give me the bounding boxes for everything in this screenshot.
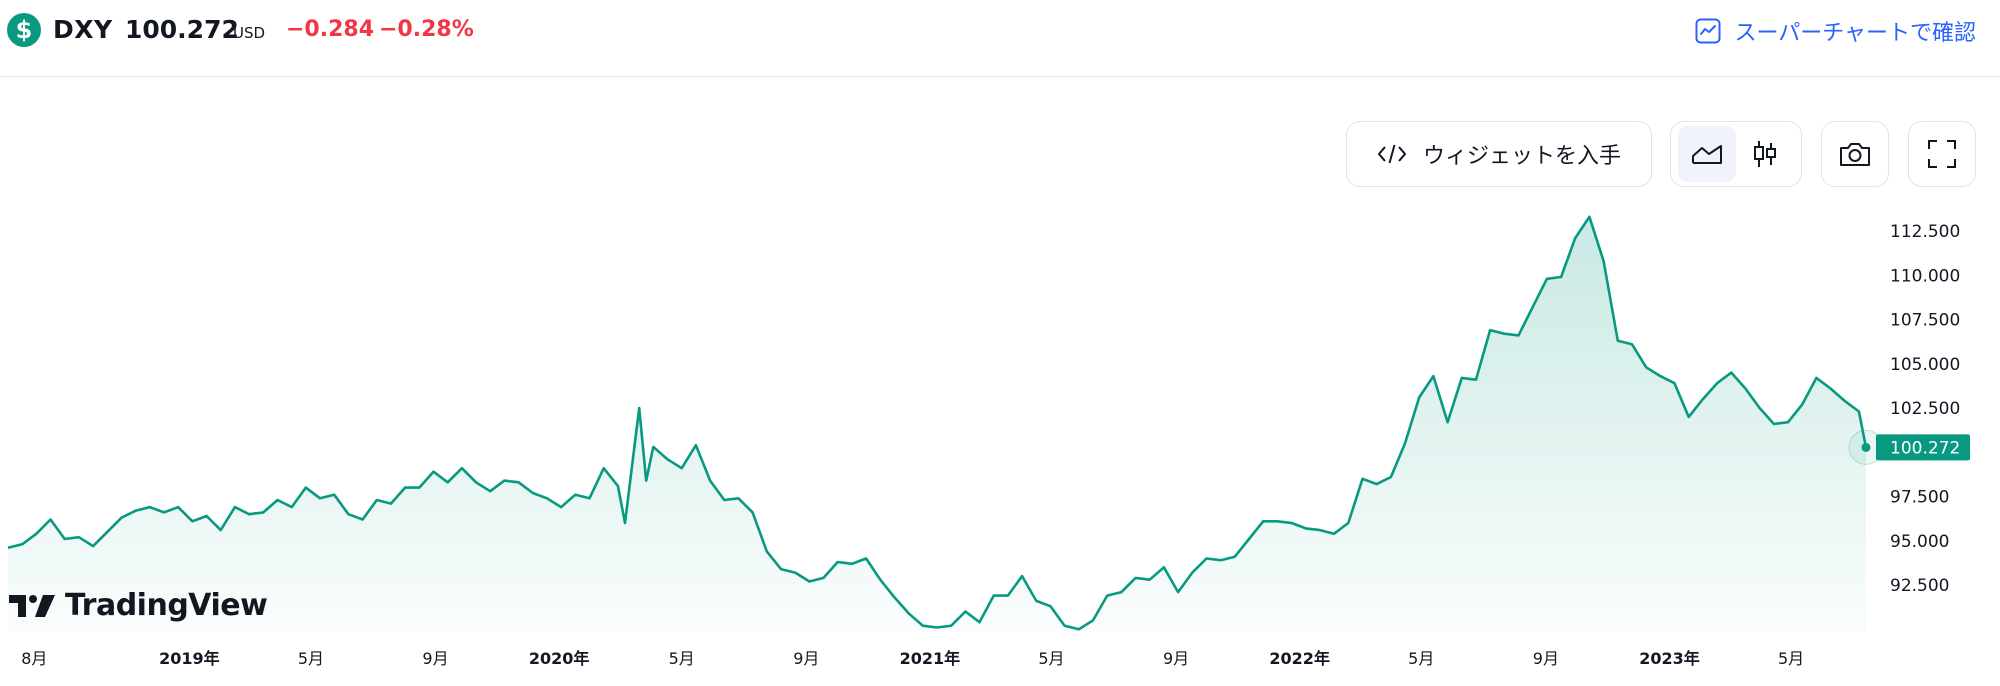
get-widget-button[interactable]: ウィジェットを入手 (1346, 121, 1652, 187)
tradingview-logo-icon (9, 594, 55, 617)
x-tick-label: 2020年 (529, 649, 590, 668)
y-tick-label: 102.500 (1890, 399, 1960, 419)
x-tick-label: 9月 (1163, 649, 1189, 668)
x-tick-label: 2021年 (900, 649, 961, 668)
x-tick-label: 8月 (21, 649, 47, 668)
y-tick-label: 107.500 (1890, 311, 1960, 331)
x-tick-label: 5月 (1778, 649, 1804, 668)
x-axis: 8月 2019年 5月 9月 2020年 5月 9月 2021年 5月 9月 2022年 5月 9月 20… (21, 649, 1804, 668)
y-tick-label: 97.500 (1890, 488, 1949, 508)
y-tick-label: 110.000 (1890, 266, 1960, 286)
x-tick-label: 2022年 (1269, 649, 1330, 668)
x-tick-label: 5月 (1038, 649, 1064, 668)
get-widget-label: ウィジェットを入手 (1422, 144, 1621, 169)
currency-label: USD (233, 24, 266, 42)
camera-icon (1840, 143, 1870, 166)
code-icon (1377, 144, 1407, 164)
y-tick-label: 92.500 (1890, 576, 1949, 596)
area-chart-button[interactable] (1678, 126, 1736, 182)
candles-icon (1754, 141, 1776, 167)
open-supercharts-link[interactable]: スーパーチャートで確認 (1695, 16, 1976, 46)
x-tick-label: 5月 (298, 649, 324, 668)
fullscreen-icon (1928, 140, 1956, 168)
candles-chart-button[interactable] (1736, 126, 1794, 182)
tradingview-wordmark: TradingView (65, 588, 268, 623)
last-price: 100.272 (125, 15, 239, 44)
supercharts-label: スーパーチャートで確認 (1734, 21, 1976, 46)
y-axis: 112.500110.000107.500105.000102.500100.0… (1890, 222, 1960, 596)
chart-type-toggle (1670, 121, 1802, 187)
x-tick-label: 2023年 (1639, 649, 1700, 668)
y-tick-label: 105.000 (1890, 355, 1960, 375)
price-change-percent: −0.28% (379, 17, 474, 42)
price-change: −0.284 (286, 17, 375, 42)
x-tick-label: 5月 (669, 649, 695, 668)
last-price-badge (1876, 434, 1970, 461)
x-tick-label: 9月 (422, 649, 448, 668)
dollar-logo-icon: $ (7, 13, 41, 47)
tradingview-watermark[interactable]: TradingView (9, 588, 268, 623)
last-point-marker (1861, 442, 1871, 452)
x-tick-label: 9月 (1533, 649, 1559, 668)
area-chart-icon (1692, 145, 1722, 164)
symbol-header: $ DXY 100.272 USD −0.284 −0.28% スーパーチャート… (0, 0, 2000, 77)
price-area-fill (8, 216, 1866, 633)
last-price-badge-label: 100.272 (1890, 438, 1960, 458)
y-tick-label: 112.500 (1890, 222, 1960, 242)
snapshot-button[interactable] (1821, 121, 1889, 187)
x-tick-label: 5月 (1408, 649, 1434, 668)
x-tick-label: 2019年 (159, 649, 220, 668)
price-chart[interactable]: 112.500110.000107.500105.000102.500100.0… (0, 200, 2000, 686)
x-tick-label: 9月 (793, 649, 819, 668)
y-tick-label: 95.000 (1890, 532, 1949, 552)
chart-line-icon (1695, 18, 1721, 44)
fullscreen-button[interactable] (1908, 121, 1976, 187)
symbol-ticker: DXY (53, 15, 113, 44)
price-line (7, 215, 1868, 631)
